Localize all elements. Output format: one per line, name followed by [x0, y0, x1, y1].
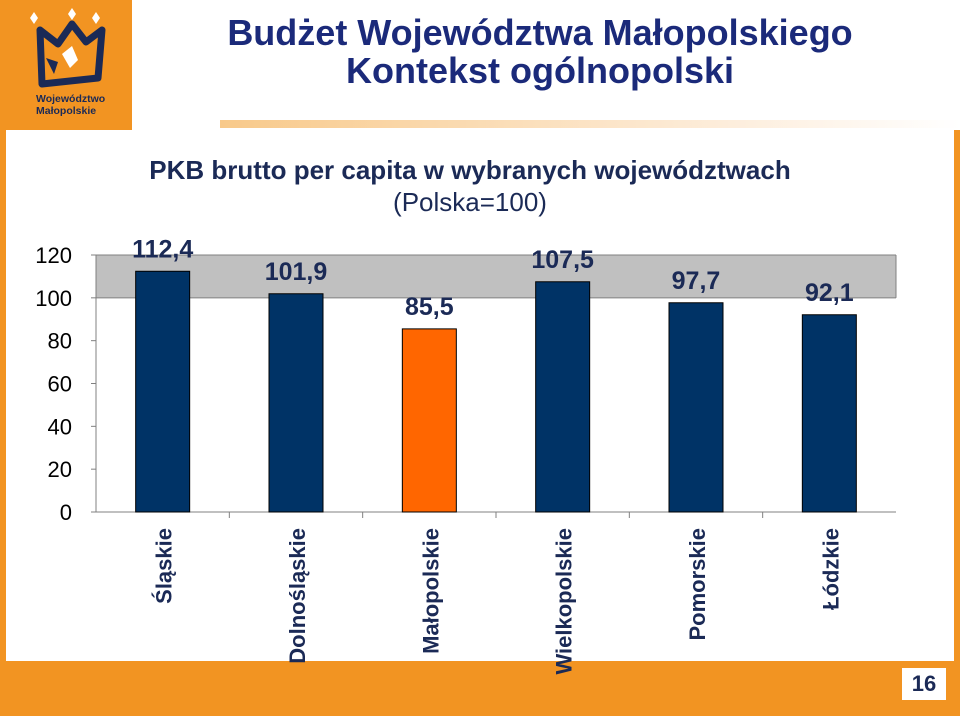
data-label: 92,1: [805, 279, 854, 307]
category-label: Wielkopolskie: [552, 528, 577, 675]
header: [0, 0, 960, 130]
data-label: 107,5: [531, 246, 594, 274]
y-tick-label: 0: [60, 500, 72, 525]
category-label: Małopolskie: [418, 528, 443, 654]
bar: [668, 302, 724, 513]
category-label: Śląskie: [152, 528, 177, 604]
data-label: 101,9: [265, 258, 328, 286]
frame-right: [954, 130, 960, 716]
data-label: 97,7: [672, 267, 721, 295]
frame-bottom: [0, 661, 960, 716]
logo-line-2: Małopolskie: [36, 105, 97, 117]
page-number: 16: [902, 668, 946, 700]
y-tick-label: 60: [48, 372, 72, 397]
header-underline: [220, 120, 960, 128]
category-label: Dolnośląskie: [285, 528, 310, 664]
title-line-1: Budżet Województwa Małopolskiego: [227, 12, 853, 53]
frame-left: [0, 0, 6, 716]
y-tick-label: 20: [48, 457, 72, 482]
data-label: 85,5: [405, 293, 454, 321]
bar: [801, 314, 857, 513]
bar: [268, 293, 324, 513]
logo: Województwo Małopolskie: [0, 0, 132, 130]
logo-line-1: Województwo: [36, 93, 106, 105]
plot-band-above-100: [96, 255, 896, 298]
chart-title: PKB brutto per capita w wybranych wojewó…: [149, 155, 791, 185]
chart-subtitle: (Polska=100): [393, 187, 547, 217]
title-line-2: Kontekst ogólnopolski: [345, 50, 734, 91]
category-label: Łódzkie: [818, 528, 843, 610]
y-tick-label: 100: [35, 286, 72, 311]
bar: [135, 270, 191, 513]
bar: [535, 281, 591, 513]
category-label: Pomorskie: [685, 528, 710, 641]
data-label: 112,4: [132, 235, 193, 263]
bar: [401, 328, 457, 513]
y-tick-label: 80: [48, 329, 72, 354]
y-tick-label: 40: [48, 414, 72, 439]
y-tick-label: 120: [35, 243, 72, 268]
logo-emblem-icon: [30, 8, 106, 88]
page-title: Budżet Województwa Małopolskiego Konteks…: [150, 14, 930, 90]
